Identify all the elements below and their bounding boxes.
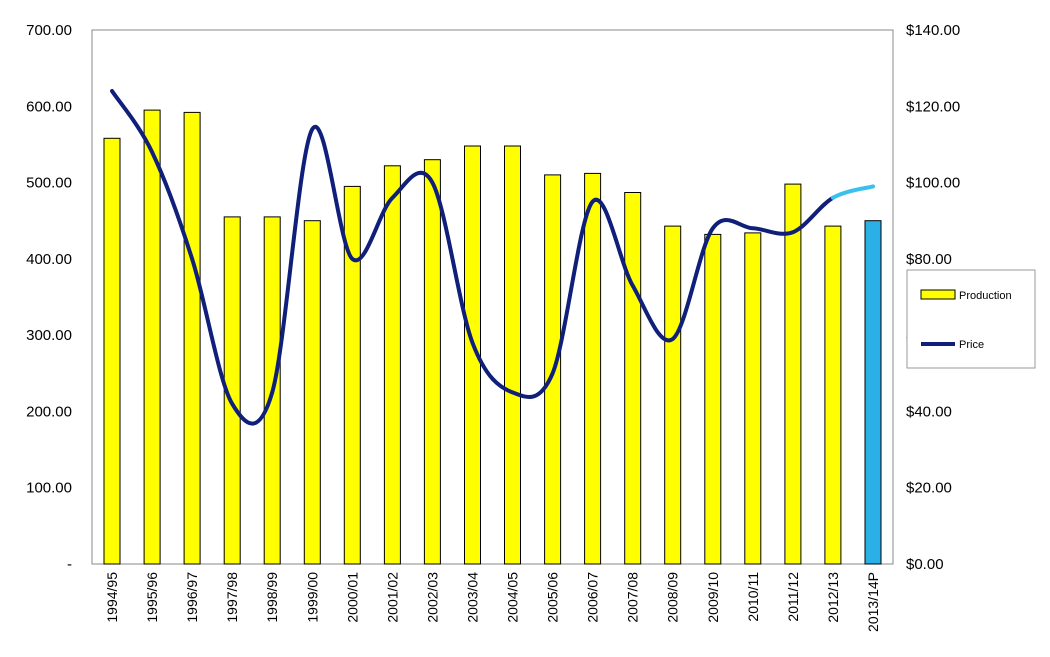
- price-line: [110, 89, 835, 426]
- production-bar: [103, 137, 121, 565]
- left-tick-label: 400.00: [26, 251, 72, 268]
- production-bar: [824, 225, 842, 565]
- legend-box: [906, 269, 1036, 369]
- right-tick-label: $80.00: [906, 251, 952, 268]
- x-tick-label: 2009/10: [705, 572, 721, 623]
- legend-production-label: Production: [959, 290, 1012, 302]
- x-tick-label: 1996/97: [184, 572, 200, 623]
- bars-layer: [103, 109, 882, 565]
- x-tick-label: 2003/04: [465, 572, 481, 623]
- x-tick-label: 1997/98: [224, 572, 240, 623]
- production-bar: [864, 220, 882, 565]
- x-tick-label: 2013/14P: [865, 572, 881, 632]
- left-tick-label: 200.00: [26, 403, 72, 420]
- production-bar: [383, 165, 401, 565]
- right-tick-label: $0.00: [906, 556, 944, 573]
- x-tick-label: 1999/00: [304, 572, 320, 623]
- x-tick-label: 2007/08: [625, 572, 641, 623]
- production-bar: [584, 172, 602, 565]
- x-tick-label: 2011/12: [785, 572, 801, 622]
- plot-area: [91, 29, 894, 565]
- x-tick-label: 2012/13: [825, 572, 841, 623]
- price-line-layer: [110, 89, 875, 426]
- production-bar: [423, 159, 441, 565]
- production-bar: [744, 232, 762, 565]
- x-tick-label: 1994/95: [104, 572, 120, 623]
- price-line-projection: [830, 184, 875, 200]
- left-tick-label: 500.00: [26, 175, 72, 192]
- production-bar: [504, 145, 521, 565]
- x-tick-label: 1995/96: [144, 572, 160, 623]
- production-bar: [303, 220, 321, 565]
- production-bar: [464, 145, 481, 565]
- left-axis: - 100.00 200.00 300.00 400.00 500.00 600.00 700…: [26, 22, 72, 573]
- left-tick-label: 600.00: [26, 98, 72, 115]
- right-tick-label: $120.00: [906, 98, 960, 115]
- x-tick-label: 2000/01: [344, 572, 360, 623]
- production-bar: [664, 225, 682, 565]
- production-bar: [143, 109, 161, 565]
- x-tick-label: 2004/05: [505, 572, 521, 623]
- x-tick-label: 1998/99: [264, 572, 280, 623]
- production-bar: [343, 185, 361, 565]
- right-tick-label: $100.00: [906, 175, 960, 192]
- production-bar: [183, 111, 201, 565]
- x-tick-label: 2002/03: [424, 572, 440, 623]
- legend: Production Price: [906, 269, 1036, 369]
- x-tick-label: 2010/11: [745, 572, 761, 622]
- left-tick-label: 700.00: [26, 22, 72, 39]
- x-tick-label: 2006/07: [585, 572, 601, 623]
- production-bar: [624, 192, 642, 565]
- legend-production-swatch: [920, 289, 956, 300]
- production-bar: [784, 183, 802, 565]
- right-tick-label: $140.00: [906, 22, 960, 39]
- left-tick-label: 100.00: [26, 480, 72, 497]
- right-tick-label: $20.00: [906, 480, 952, 497]
- legend-price-label: Price: [959, 339, 984, 351]
- left-tick-label: -: [67, 556, 72, 573]
- right-tick-label: $40.00: [906, 403, 952, 420]
- x-tick-label: 2001/02: [384, 572, 400, 623]
- production-bar: [704, 233, 722, 565]
- x-axis: 1994/95 1995/96 1996/97 1997/98 1998/99 1999/…: [104, 572, 881, 632]
- left-tick-label: 300.00: [26, 327, 72, 344]
- x-tick-label: 2008/09: [665, 572, 681, 623]
- x-tick-label: 2005/06: [545, 572, 561, 623]
